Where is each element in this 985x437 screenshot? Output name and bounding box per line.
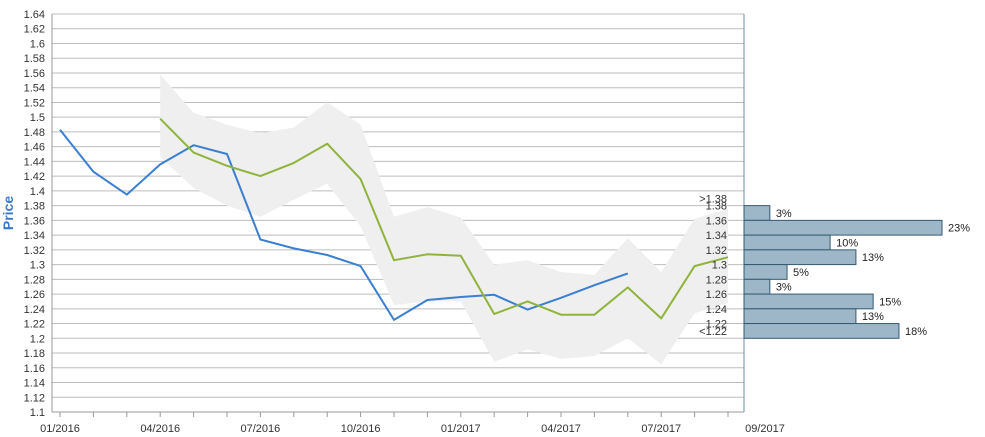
y-tick-label: 1.54 — [24, 83, 45, 95]
x-tick-label: 07/2016 — [241, 423, 281, 435]
distribution-label: 1.22 — [706, 319, 727, 331]
y-tick-label: 1.32 — [24, 245, 45, 257]
distribution-bar — [743, 278, 771, 295]
y-tick-label: 1.48 — [24, 127, 45, 139]
y-tick-label: 1.56 — [24, 68, 45, 80]
y-tick-label: 1.6 — [30, 38, 45, 50]
distribution-bar — [743, 219, 943, 236]
y-tick-label: 1.18 — [24, 348, 45, 360]
distribution-pct-label: 10% — [836, 237, 858, 249]
distribution-pct-label: 5% — [793, 267, 809, 279]
distribution-pct-label: 23% — [948, 223, 970, 235]
y-tick-label: 1.12 — [24, 392, 45, 404]
distribution-bar — [743, 234, 831, 251]
distribution-label: 1.32 — [706, 245, 727, 257]
x-tick-label: 10/2016 — [341, 423, 381, 435]
series-lines — [59, 117, 729, 321]
distribution-label: 1.36 — [706, 215, 727, 227]
x-tick-label: 01/2016 — [40, 423, 80, 435]
x-tick-label: 09/2017 — [745, 423, 785, 435]
distribution-label: 1.38 — [706, 201, 727, 213]
y-tick-label: 1.38 — [24, 201, 45, 213]
y-tick-label: 1.24 — [24, 304, 45, 316]
y-tick-label: 1.62 — [24, 24, 45, 36]
y-tick-label: 1.52 — [24, 97, 45, 109]
y-tick-label: 1.14 — [24, 378, 45, 390]
band-area — [160, 74, 728, 365]
y-tick-label: 1.64 — [24, 9, 45, 21]
distribution-bar — [743, 249, 857, 266]
distribution-pct-label: 13% — [862, 311, 884, 323]
y-tick-label: 1.5 — [30, 112, 45, 124]
y-tick-label: 1.26 — [24, 289, 45, 301]
y-tick-label: 1.46 — [24, 142, 45, 154]
y-tick-label: 1.22 — [24, 319, 45, 331]
distribution-bar — [743, 308, 857, 325]
axes — [51, 14, 745, 417]
distribution-pct-label: 15% — [879, 296, 901, 308]
x-tick-label: 04/2017 — [541, 423, 581, 435]
blue-series-line — [59, 129, 629, 321]
distribution-bar — [743, 293, 874, 310]
green-series-line — [159, 117, 729, 320]
y-tick-label: 1.42 — [24, 171, 45, 183]
y-tick-label: 1.28 — [24, 274, 45, 286]
distribution-label: >1.38 — [699, 193, 727, 205]
distribution-bar — [743, 323, 900, 339]
distribution-bars: 3%23%10%13%5%3%15%13%18% — [743, 205, 970, 339]
distribution-label: 1.24 — [706, 304, 727, 316]
x-tick-label: 07/2017 — [641, 423, 681, 435]
y-tick-label: 1.4 — [30, 186, 45, 198]
distribution-label: 1.34 — [706, 230, 727, 242]
distribution-pct-label: 3% — [776, 282, 792, 294]
y-tick-label: 1.2 — [30, 333, 45, 345]
y-axis-title: Price — [0, 196, 16, 230]
y-tick-label: 1.1 — [30, 407, 45, 419]
distribution-pct-label: 18% — [905, 326, 927, 338]
distribution-label: 1.26 — [706, 289, 727, 301]
forecast-band — [160, 74, 728, 365]
y-tick-label: 1.3 — [30, 260, 45, 272]
grid-lines — [52, 13, 744, 413]
distribution-bar — [743, 205, 771, 221]
y-tick-label: 1.58 — [24, 53, 45, 65]
distribution-pct-label: 13% — [862, 252, 884, 264]
distribution-label: 1.28 — [706, 274, 727, 286]
y-tick-label: 1.34 — [24, 230, 45, 242]
distribution-label: <1.22 — [699, 326, 727, 338]
x-tick-label: 04/2016 — [140, 423, 180, 435]
x-tick-label: 01/2017 — [441, 423, 481, 435]
distribution-label: 1.3 — [712, 260, 727, 272]
y-tick-label: 1.16 — [24, 363, 45, 375]
distribution-bar — [743, 264, 788, 280]
distribution-pct-label: 3% — [776, 208, 792, 220]
tick-labels: 1.64 1.62 1.6 1.58 1.56 1.54 1.52 1.5 1.48 1.46 1.… — [24, 9, 785, 435]
y-tick-label: 1.44 — [24, 156, 45, 168]
y-tick-label: 1.36 — [24, 215, 45, 227]
